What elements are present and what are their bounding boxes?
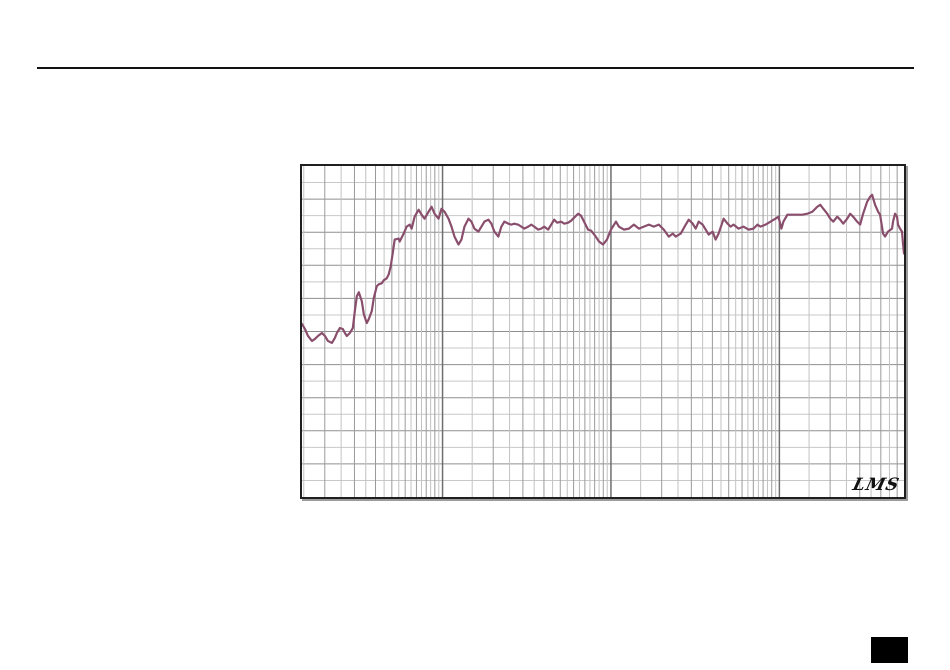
top-rule [37, 67, 914, 69]
plot-grid-and-curve [302, 166, 904, 497]
black-corner-block [871, 637, 908, 663]
lms-logo: LMS [850, 475, 902, 495]
frequency-response-chart: LMS [300, 164, 906, 499]
